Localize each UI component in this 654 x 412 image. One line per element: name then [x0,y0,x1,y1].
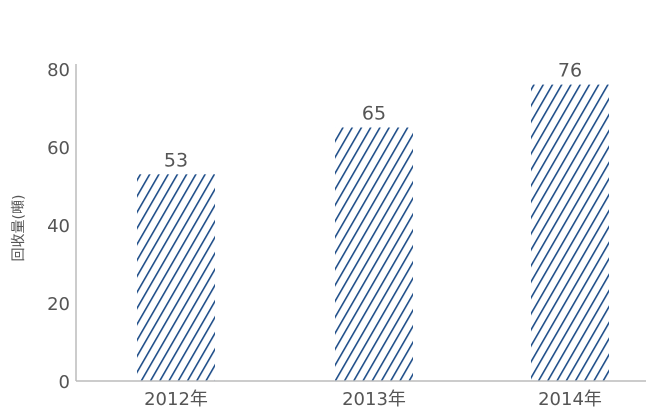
x-tick-label: 2013年 [342,389,406,410]
y-tick-label: 40 [47,216,70,237]
y-axis-title: 回收量(噸) [11,195,27,262]
bars-layer [137,84,609,381]
y-tick-label: 80 [47,60,70,81]
bar-value-label: 76 [558,60,582,82]
x-tick-label: 2012年 [144,389,208,410]
y-tick-label: 0 [59,372,70,393]
x-tick-label: 2014年 [538,389,602,410]
bar [137,174,215,381]
bar [335,127,413,381]
bar [531,84,609,381]
data-labels: 53 65 76 [164,60,582,172]
y-tick-labels: 0 20 40 60 80 [47,60,70,393]
bar-value-label: 53 [164,149,188,171]
bar-value-label: 65 [362,103,386,125]
x-tick-labels: 2012年 2013年 2014年 [144,389,602,410]
y-tick-label: 60 [47,138,70,159]
y-tick-label: 20 [47,294,70,315]
